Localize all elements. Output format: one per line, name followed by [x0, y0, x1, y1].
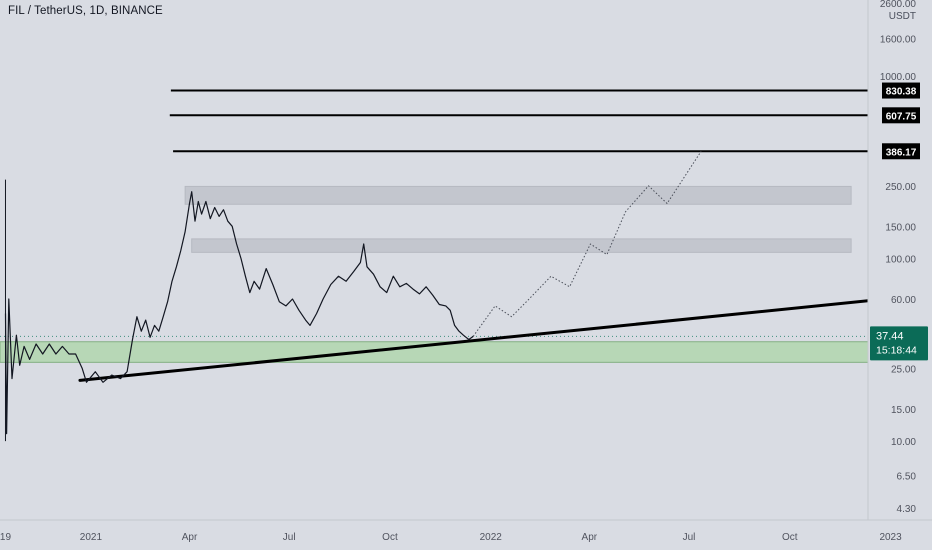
x-tick-label: Jul	[683, 532, 696, 543]
x-tick-label: Apr	[582, 532, 598, 543]
x-tick-label: Oct	[782, 532, 798, 543]
current-price-value: 37.44	[876, 330, 904, 342]
y-tick-label: 250.00	[885, 182, 916, 193]
level-badge-label: 607.75	[886, 111, 917, 122]
x-tick-label: 19	[0, 532, 11, 543]
y-tick-label: 150.00	[885, 222, 916, 233]
countdown-timer: 15:18:44	[876, 344, 917, 356]
resistance-zone-2[interactable]	[191, 238, 852, 253]
y-tick-label: 1600.00	[880, 35, 917, 46]
y-tick-label: 60.00	[891, 295, 916, 306]
level-badge-label: 386.17	[886, 147, 917, 158]
y-tick-label: 1000.00	[880, 72, 917, 83]
y-tick-label: 100.00	[885, 254, 916, 265]
x-tick-label: Jul	[283, 532, 296, 543]
level-badge-label: 830.38	[886, 87, 917, 98]
x-tick-label: Apr	[182, 532, 198, 543]
level-badge-1	[882, 82, 920, 99]
trendline[interactable]	[78, 292, 932, 382]
y-tick-label: 6.50	[897, 471, 917, 482]
x-tick-label: 2022	[480, 532, 503, 543]
chart-title: FIL / TetherUS, 1D, BINANCE	[8, 5, 163, 17]
y-tick-label: 4.30	[897, 504, 917, 515]
y-tick-label: 15.00	[891, 405, 916, 416]
y-tick-label: 10.00	[891, 437, 916, 448]
price-axis-unit: USDT	[889, 11, 916, 22]
x-tick-label: 2023	[879, 532, 902, 543]
projection-path	[472, 151, 702, 337]
price-line[interactable]	[4, 191, 474, 435]
x-tick-label: Oct	[382, 532, 398, 543]
level-badge-2	[882, 107, 920, 124]
resistance-zone-1[interactable]	[184, 185, 852, 205]
price-axis-top-label: 2600.00	[880, 0, 917, 10]
current-price-badge	[870, 326, 928, 361]
level-badge-3	[882, 143, 920, 160]
y-tick-label: 25.00	[891, 364, 916, 375]
x-tick-label: 2021	[80, 532, 103, 543]
support-zone[interactable]	[0, 341, 920, 363]
